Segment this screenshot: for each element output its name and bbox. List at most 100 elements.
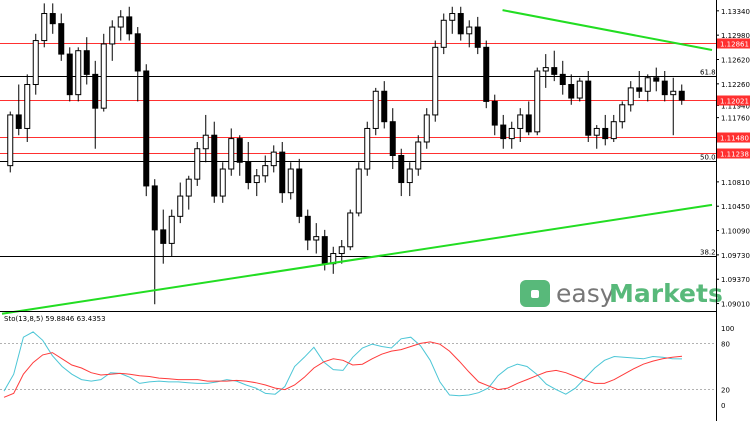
candle-bearish: [211, 134, 218, 197]
candle-bearish: [661, 80, 668, 96]
candle-bearish: [151, 185, 158, 231]
price-level-label: 1.11480: [720, 135, 749, 143]
candle-bearish: [551, 67, 558, 75]
candle-bullish: [593, 127, 600, 136]
candle-bearish: [602, 127, 609, 140]
stochastic-main-line: [3, 331, 683, 397]
candle-bearish: [83, 50, 90, 75]
price-level-box: [717, 95, 750, 106]
candle-bearish: [245, 161, 252, 184]
stochastic-axis-label: 20: [721, 387, 730, 395]
candle-bullish: [117, 16, 124, 28]
candle-bearish: [653, 77, 660, 82]
candle-bullish: [644, 77, 651, 92]
price-axis-label: 1.12620: [721, 56, 750, 64]
candle-bullish: [109, 26, 116, 45]
price-level-box: [717, 132, 750, 143]
candle-bullish: [670, 90, 677, 96]
candle-bearish: [66, 53, 73, 96]
stochastic-axis-label: 100: [721, 325, 734, 333]
price-axis-label: 1.09370: [721, 276, 750, 284]
candle-bullish: [534, 70, 541, 133]
candle-bullish: [228, 138, 235, 170]
candle-bearish: [500, 124, 507, 140]
candle-bearish: [49, 13, 56, 25]
candle-bearish: [381, 90, 388, 123]
trendline-ascending: [1, 203, 713, 315]
candle-bullish: [32, 40, 39, 86]
candle-bearish: [568, 84, 575, 99]
price-level-labels: 1.12861 1.12021 1.11480 1.11238: [717, 38, 750, 159]
logo-icon-inner: [531, 290, 539, 298]
candle-bearish: [143, 70, 150, 187]
fib-level-label: 38.2: [700, 249, 716, 257]
candle-bearish: [636, 87, 643, 92]
candle-bearish: [304, 215, 311, 241]
price-axis: 1.13340 1.12980 1.12620 1.12260 1.11940 1.117…: [716, 8, 750, 309]
candle-bullish: [449, 13, 456, 21]
candle-bearish: [279, 151, 286, 194]
candle-bearish: [296, 168, 303, 217]
candle-bearish: [321, 236, 328, 265]
candle-bullish: [253, 175, 260, 184]
price-axis-label: 1.09010: [721, 301, 750, 309]
candle-bearish: [236, 138, 243, 163]
candle-bullish: [355, 168, 362, 214]
candle-bullish: [168, 215, 175, 244]
candle-bullish: [7, 114, 14, 167]
price-axis-label: 1.10810: [721, 179, 750, 187]
candle-bullish: [406, 168, 413, 184]
candle-bearish: [585, 80, 592, 136]
price-axis-label: 1.12980: [721, 32, 750, 40]
candle-bearish: [92, 73, 99, 109]
stochastic-panel: Sto(13,8,5) 59.8846 63.4353 100 80 20 0: [0, 315, 734, 410]
candle-bearish: [398, 155, 405, 184]
candle-bullish: [517, 114, 524, 129]
fib-level-label: 50.0: [700, 154, 716, 162]
price-level-label: 1.12021: [720, 98, 749, 106]
candle-bullish: [576, 80, 583, 99]
candle-bearish: [15, 114, 22, 129]
candle-bullish: [202, 134, 209, 150]
candle-bullish: [542, 67, 549, 72]
candle-bearish: [525, 114, 532, 133]
candle-bullish: [338, 246, 345, 255]
candle-bullish: [270, 151, 277, 167]
price-axis-label: 1.11760: [721, 115, 750, 123]
candle-bearish: [126, 16, 133, 35]
candle-bullish: [313, 236, 320, 241]
candle-bullish: [627, 87, 634, 106]
price-axis-label: 1.09730: [721, 252, 750, 260]
candle-bullish: [100, 43, 107, 109]
price-axis-label: 1.10450: [721, 203, 750, 211]
price-level-label: 1.12861: [720, 41, 749, 49]
candle-bullish: [219, 168, 226, 197]
candlesticks: [7, 3, 685, 305]
stochastic-signal-line: [3, 341, 683, 398]
fibonacci-levels: 61.8 50.0 38.2: [0, 69, 716, 257]
trendline-descending: [502, 9, 713, 52]
logo-text-easy: easy: [556, 279, 615, 308]
support-resistance-lines: [0, 43, 716, 154]
candle-bullish: [194, 148, 201, 180]
candle-bearish: [483, 46, 490, 102]
candle-bullish: [177, 195, 184, 217]
stochastic-axis-label: 0: [721, 402, 725, 410]
stochastic-title: Sto(13,8,5) 59.8846 63.4353: [4, 315, 106, 323]
candle-bullish: [415, 141, 422, 170]
candle-bullish: [185, 178, 192, 197]
stochastic-axis-label: 80: [721, 340, 730, 348]
price-axis-label: 1.13340: [721, 8, 750, 16]
candle-bearish: [491, 100, 498, 126]
candle-bearish: [58, 23, 65, 55]
candle-bearish: [160, 229, 167, 244]
candle-bullish: [24, 84, 31, 129]
candle-bullish: [508, 127, 515, 140]
candle-bullish: [440, 19, 447, 48]
price-axis-label: 1.10090: [721, 228, 750, 236]
candle-bullish: [619, 104, 626, 123]
candle-bullish: [466, 26, 473, 35]
price-axis-label: 1.12260: [721, 81, 750, 89]
